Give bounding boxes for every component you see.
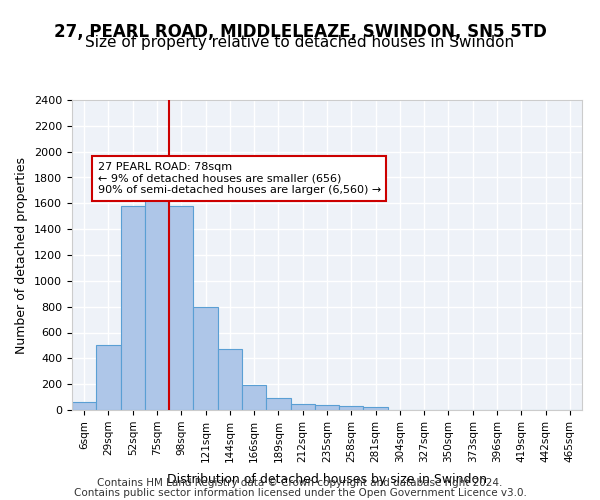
Bar bbox=[121, 206, 145, 410]
Bar bbox=[169, 206, 193, 410]
Bar bbox=[364, 408, 388, 410]
Bar bbox=[145, 158, 169, 410]
Text: Contains HM Land Registry data © Crown copyright and database right 2024.: Contains HM Land Registry data © Crown c… bbox=[97, 478, 503, 488]
Text: Contains public sector information licensed under the Open Government Licence v3: Contains public sector information licen… bbox=[74, 488, 526, 498]
Bar bbox=[290, 404, 315, 410]
Y-axis label: Number of detached properties: Number of detached properties bbox=[16, 156, 28, 354]
Bar bbox=[315, 406, 339, 410]
Bar bbox=[218, 350, 242, 410]
Bar bbox=[72, 402, 96, 410]
Text: 27 PEARL ROAD: 78sqm
← 9% of detached houses are smaller (656)
90% of semi-detac: 27 PEARL ROAD: 78sqm ← 9% of detached ho… bbox=[97, 162, 381, 195]
Bar bbox=[266, 398, 290, 410]
Bar bbox=[339, 406, 364, 410]
Bar bbox=[242, 386, 266, 410]
X-axis label: Distribution of detached houses by size in Swindon: Distribution of detached houses by size … bbox=[167, 473, 487, 486]
Bar bbox=[193, 306, 218, 410]
Bar bbox=[96, 346, 121, 410]
Text: Size of property relative to detached houses in Swindon: Size of property relative to detached ho… bbox=[85, 35, 515, 50]
Text: 27, PEARL ROAD, MIDDLELEAZE, SWINDON, SN5 5TD: 27, PEARL ROAD, MIDDLELEAZE, SWINDON, SN… bbox=[53, 24, 547, 42]
